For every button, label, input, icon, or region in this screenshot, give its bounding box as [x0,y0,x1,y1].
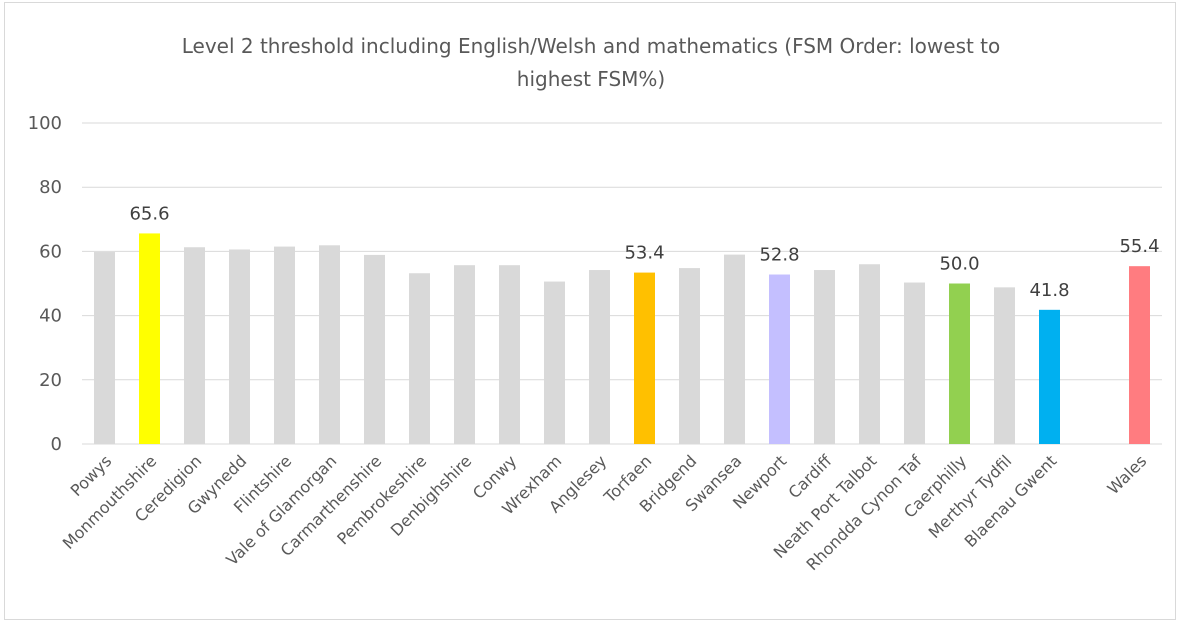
bar [184,247,205,444]
y-tick-label: 20 [39,370,62,391]
chart-title: Level 2 threshold including English/Wels… [0,30,1182,96]
data-label: 41.8 [1029,280,1069,301]
bar [319,245,340,444]
bar [229,249,250,444]
chart-title-line-1: Level 2 threshold including English/Wels… [181,34,1001,58]
gridlines [82,122,1162,445]
bar [1039,309,1060,444]
bar [274,246,295,444]
bars [94,233,1150,444]
data-label: 53.4 [624,243,664,264]
y-tick-label: 40 [39,306,62,327]
bar [904,282,925,444]
bar [409,273,430,444]
bar [724,254,745,444]
bar [544,281,565,444]
x-axis-category-labels: PowysMonmouthshireCeredigionGwyneddFlint… [59,451,1151,575]
y-tick-label: 80 [39,177,62,198]
chart-title-line-2: highest FSM%) [516,67,666,91]
data-label: 55.4 [1119,236,1159,257]
y-tick-label: 100 [28,113,62,134]
bar [769,274,790,444]
x-category-label: Wales [1103,451,1150,498]
y-axis-tick-labels: 0 20 40 60 80 100 [28,113,62,455]
bar [454,265,475,444]
bar [994,287,1015,444]
bar [94,252,115,444]
data-labels: 65.6 53.4 52.8 50.0 41.8 55.4 [129,203,1159,300]
bar [859,264,880,444]
y-tick-label: 0 [51,434,62,455]
bar [364,254,385,444]
bar [634,272,655,444]
bar [1129,266,1150,444]
x-category-label: Denbighshire [387,451,476,540]
bar [949,283,970,444]
bar [139,233,160,444]
data-label: 52.8 [759,245,799,266]
bar [814,270,835,444]
bar [679,268,700,444]
bar [499,265,520,444]
bar [589,270,610,444]
data-label: 50.0 [939,254,979,275]
data-label: 65.6 [129,203,169,224]
y-tick-label: 60 [39,241,62,262]
